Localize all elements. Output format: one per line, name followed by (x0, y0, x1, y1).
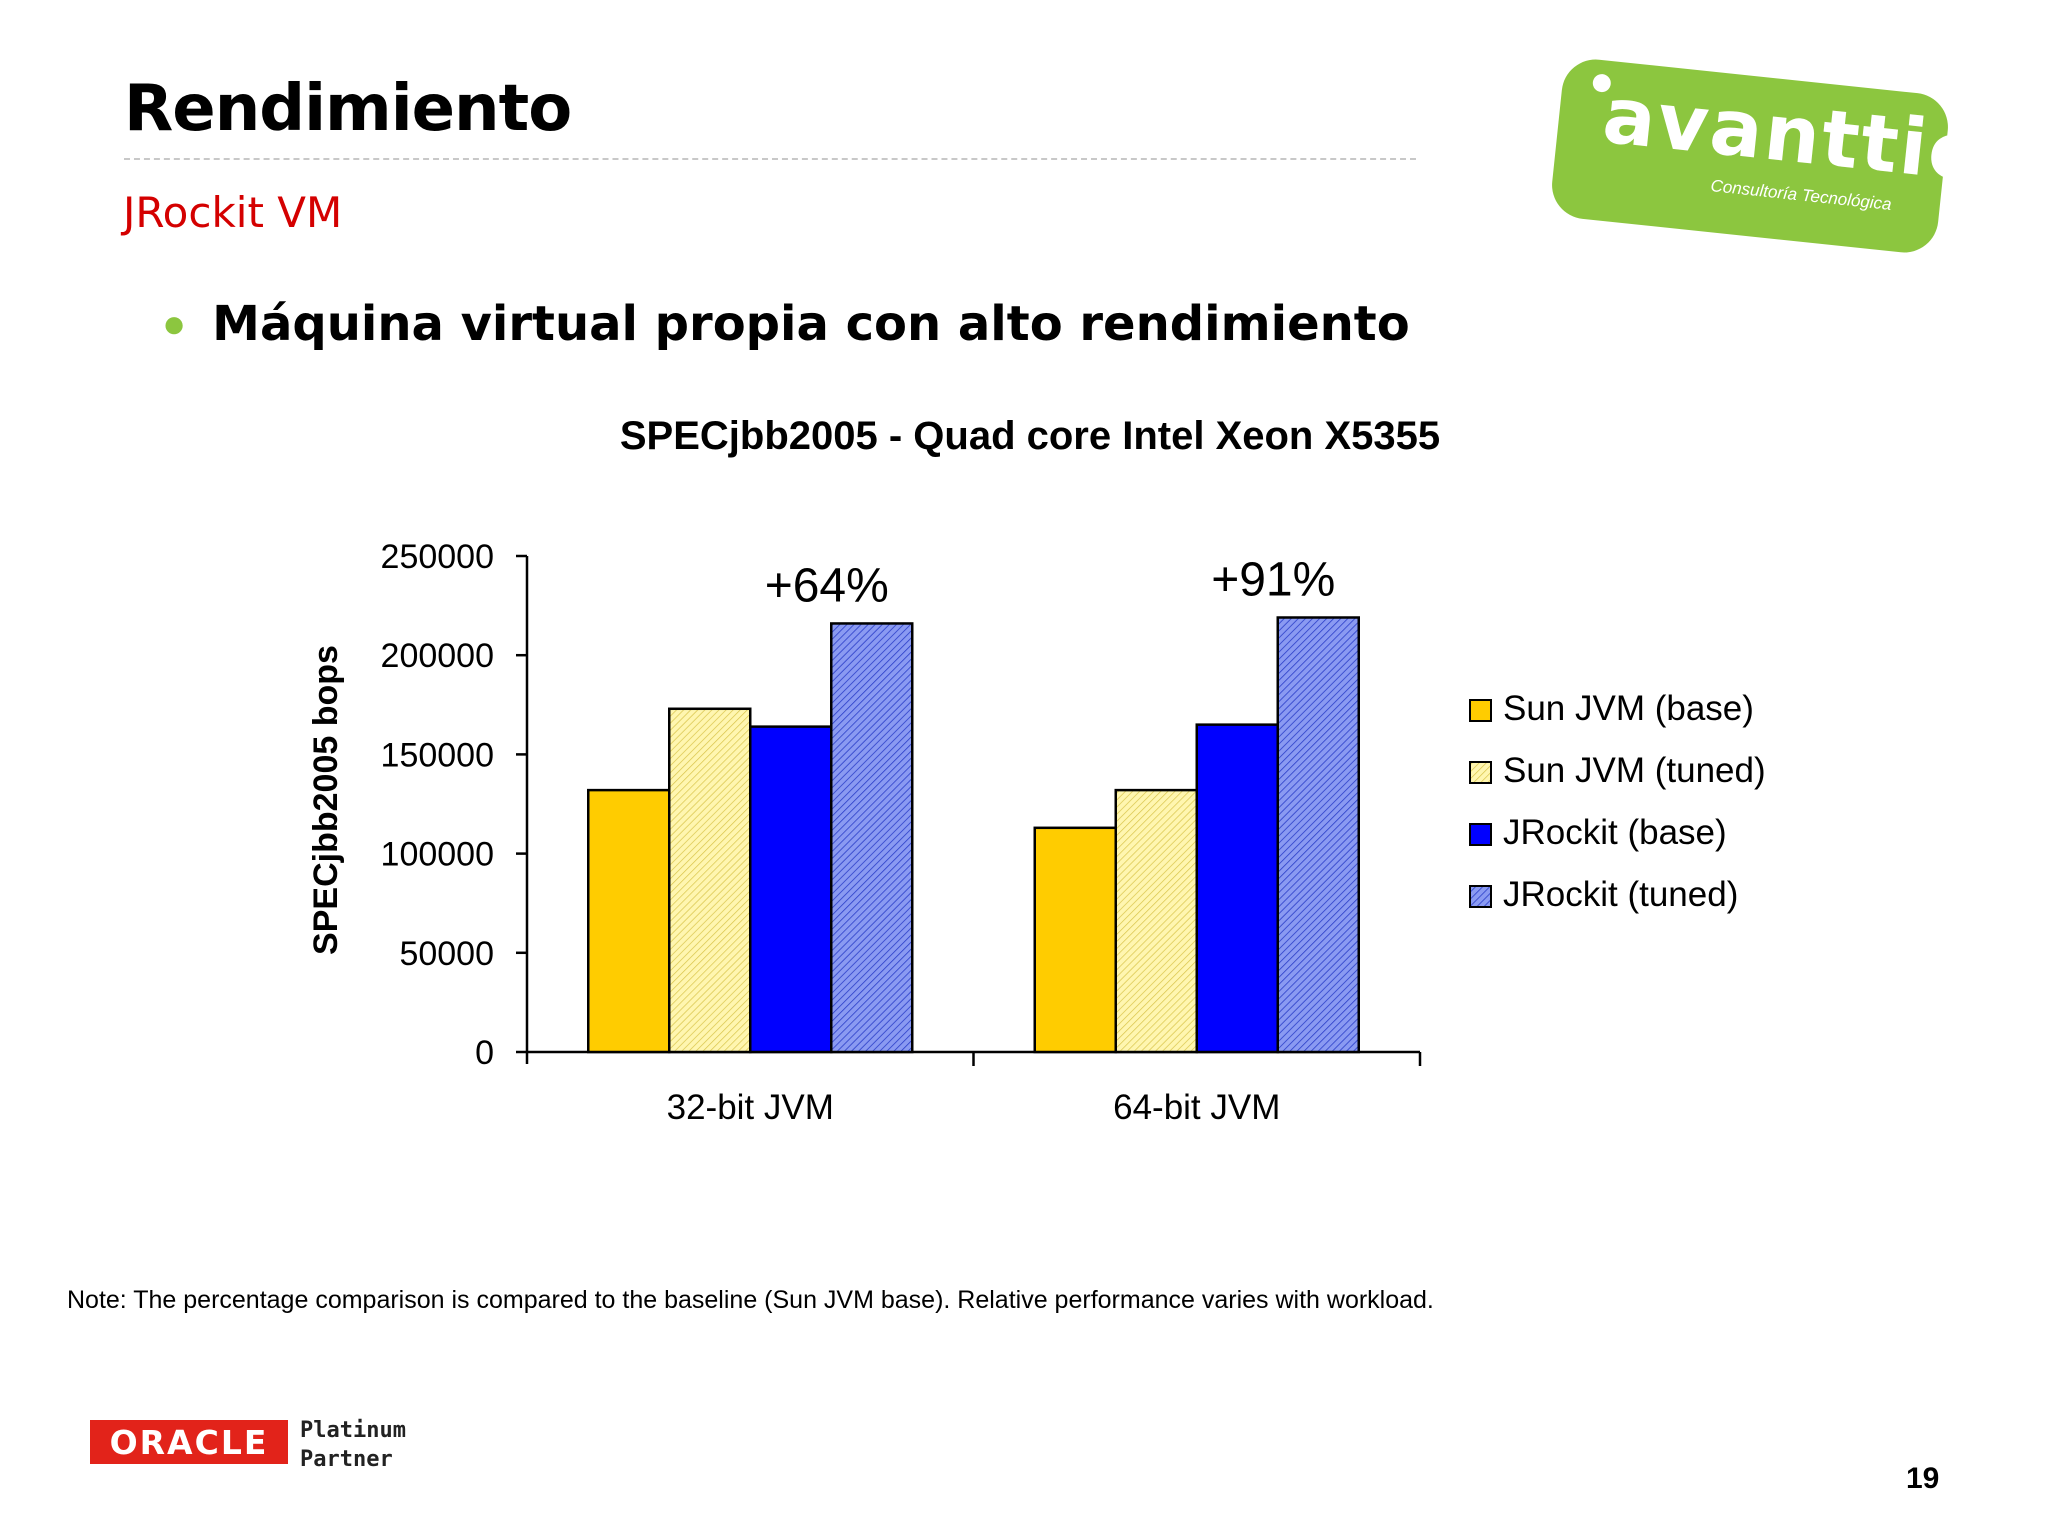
y-tick-label: 100000 (381, 836, 494, 874)
plot-area: 0 50000 100000 150000 200000 250000 32-bit JVM… (381, 538, 1422, 1127)
y-tick-label: 150000 (381, 736, 494, 774)
page-number: 19 (1906, 1462, 1940, 1495)
bar (830, 622, 914, 1054)
y-tick-label: 200000 (381, 637, 494, 675)
legend-label: Sun JVM (tuned) (1503, 751, 1766, 790)
legend-swatch (1469, 761, 1492, 784)
slide-subtitle: JRockit VM (123, 188, 343, 237)
title-divider (124, 158, 1416, 160)
annotation-label: +91% (1211, 554, 1335, 607)
partner-line-2: Partner (300, 1447, 393, 1472)
y-tick-label: 250000 (381, 538, 494, 576)
bar (1033, 826, 1117, 1054)
legend-label: Sun JVM (base) (1503, 689, 1754, 728)
annotation-label: +64% (765, 559, 889, 612)
bullet-text: Máquina virtual propia con alto rendimie… (212, 296, 1410, 352)
partner-label: Platinum Partner (300, 1416, 406, 1474)
legend-label: JRockit (tuned) (1503, 875, 1738, 914)
bar (749, 725, 833, 1054)
slide-title: Rendimiento (124, 72, 572, 146)
oracle-logo: ORACLE (90, 1420, 288, 1464)
y-tick-label: 50000 (399, 935, 494, 973)
footnote: Note: The percentage comparison is compa… (67, 1286, 1434, 1314)
chart-title: SPECjbb2005 - Quad core Intel Xeon X5355 (620, 414, 1440, 458)
y-tick-label: 0 (475, 1034, 494, 1072)
legend-swatch (1469, 823, 1492, 846)
bar (1114, 788, 1198, 1054)
bar (668, 707, 752, 1054)
bar (1195, 723, 1279, 1054)
legend-label: JRockit (base) (1503, 813, 1727, 852)
legend-swatch (1469, 699, 1492, 722)
bullet-point: ● Máquina virtual propia con alto rendim… (162, 296, 1410, 352)
partner-line-1: Platinum (300, 1418, 406, 1443)
bar (587, 788, 671, 1054)
x-tick-label: 32-bit JVM (667, 1088, 834, 1127)
bar (1276, 616, 1360, 1054)
y-axis-label: SPECjbb2005 bops (307, 645, 345, 955)
bullet-dot-icon: ● (162, 302, 187, 346)
legend: Sun JVM (base) Sun JVM (tuned) JRockit (ba… (1469, 689, 1766, 914)
legend-swatch (1469, 885, 1492, 908)
x-tick-label: 64-bit JVM (1113, 1088, 1280, 1127)
